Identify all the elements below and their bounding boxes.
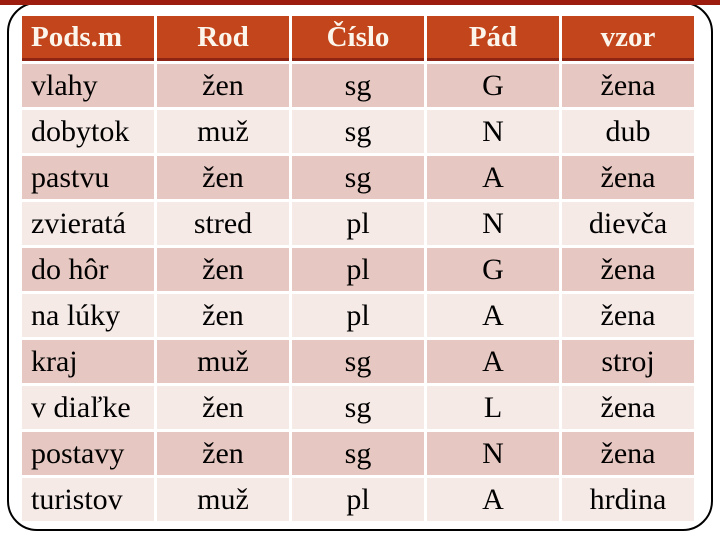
column-header-pods-m: Pods.m [22,16,154,61]
table-cell: stroj [562,340,694,383]
table-cell: sg [292,64,424,107]
table-cell: sg [292,386,424,429]
table-cell: muž [157,110,289,153]
table-cell: N [427,432,559,475]
table-cell: pl [292,202,424,245]
table-cell: G [427,248,559,291]
table-cell: N [427,202,559,245]
table-cell: L [427,386,559,429]
table-cell: sg [292,110,424,153]
table-cell: vlahy [22,64,154,107]
table-cell: žen [157,156,289,199]
table-cell: stred [157,202,289,245]
table-cell: sg [292,156,424,199]
table-cell: pl [292,248,424,291]
table-cell: zvieratá [22,202,154,245]
table-cell: žena [562,294,694,337]
table-cell: postavy [22,432,154,475]
table-cell: kraj [22,340,154,383]
table-cell: žena [562,156,694,199]
table-cell: A [427,340,559,383]
table-cell: N [427,110,559,153]
column-header-rod: Rod [157,16,289,61]
table-cell: pl [292,478,424,521]
table-cell: dub [562,110,694,153]
table-cell: pl [292,294,424,337]
table-cell: žena [562,248,694,291]
table-cell: žena [562,64,694,107]
table-cell: žen [157,248,289,291]
table-cell: sg [292,340,424,383]
table-cell: žena [562,432,694,475]
table-cell: žen [157,432,289,475]
table-cell: do hôr [22,248,154,291]
table-cell: A [427,294,559,337]
table-cell: žen [157,386,289,429]
table-cell: dievča [562,202,694,245]
table-cell: A [427,156,559,199]
table-cell: v diaľke [22,386,154,429]
table-cell: turistov [22,478,154,521]
table-cell: pastvu [22,156,154,199]
table-cell: žen [157,294,289,337]
table-cell: dobytok [22,110,154,153]
table-cell: hrdina [562,478,694,521]
table-cell: žena [562,386,694,429]
table-cell: G [427,64,559,107]
table-header-row: Pods.m Rod Číslo Pád vzor [22,16,694,61]
column-header-cislo: Číslo [292,16,424,61]
table-cell: na lúky [22,294,154,337]
table-cell: muž [157,340,289,383]
slide-top-accent-bar [0,0,720,5]
column-header-vzor: vzor [562,16,694,61]
table-cell: muž [157,478,289,521]
table-cell: žen [157,64,289,107]
table-cell: sg [292,432,424,475]
column-header-pad: Pád [427,16,559,61]
table-cell: A [427,478,559,521]
